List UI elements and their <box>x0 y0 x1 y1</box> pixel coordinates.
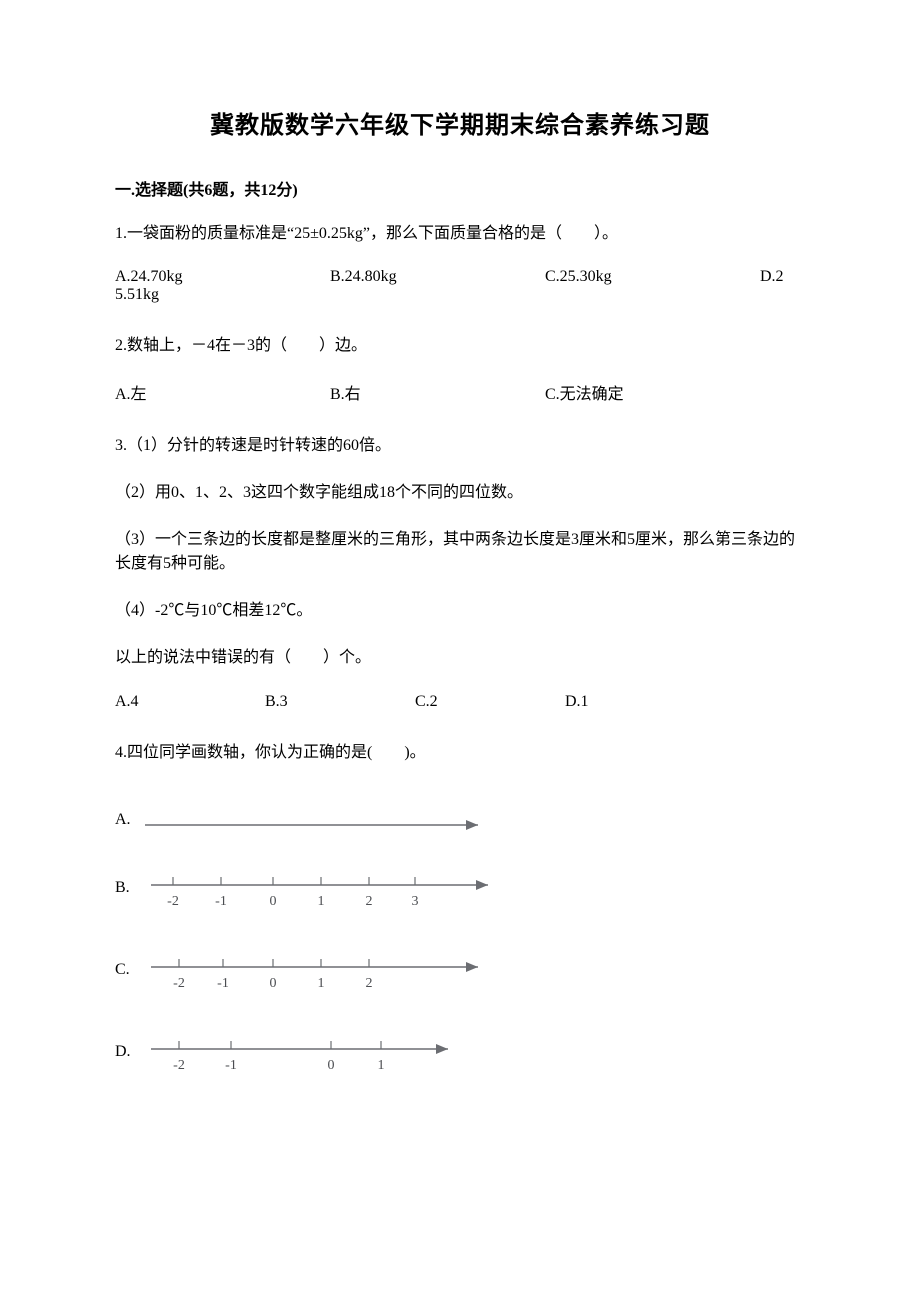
svg-text:1: 1 <box>378 1058 385 1073</box>
q4-d-letter: D. <box>115 1037 143 1061</box>
svg-text:-1: -1 <box>225 1058 237 1073</box>
svg-text:-1: -1 <box>217 976 229 991</box>
svg-text:3: 3 <box>412 894 419 909</box>
q4-text: 4.四位同学画数轴，你认为正确的是( )。 <box>115 741 805 765</box>
section-1-header: 一.选择题(共6题，共12分) <box>115 176 805 200</box>
svg-text:1: 1 <box>318 894 325 909</box>
q3-opt-b: B.3 <box>265 693 415 711</box>
q3-opt-a: A.4 <box>115 693 265 711</box>
q4-a-letter: A. <box>115 805 143 829</box>
q2-text: 2.数轴上，－4在－3的（ ）边。 <box>115 334 805 358</box>
q3-summary: 以上的说法中错误的有（ ）个。 <box>115 646 805 671</box>
q3-s3: （3）一个三条边的长度都是整厘米的三角形，其中两条边长度是3厘米和5厘米，那么第… <box>115 528 805 578</box>
svg-text:-2: -2 <box>173 976 185 991</box>
q2-opt-a: A.左 <box>115 380 330 404</box>
q3-s2: （2）用0、1、2、3这四个数字能组成18个不同的四位数。 <box>115 481 805 506</box>
q2-opt-c: C.无法确定 <box>545 380 760 404</box>
q4-choice-b: B. -2 -1 0 1 2 3 <box>115 873 805 917</box>
svg-text:-2: -2 <box>173 1058 185 1073</box>
q3-s4: （4）-2℃与10℃相差12℃。 <box>115 599 805 624</box>
svg-text:2: 2 <box>366 894 373 909</box>
q3-s1: 3.（1）分针的转速是时针转速的60倍。 <box>115 434 805 459</box>
q3-opt-c: C.2 <box>415 693 565 711</box>
q4-c-letter: C. <box>115 955 143 979</box>
q3-options: A.4 B.3 C.2 D.1 <box>115 693 805 711</box>
page-title: 冀教版数学六年级下学期期末综合素养练习题 <box>115 105 805 140</box>
q2-options: A.左 B.右 C.无法确定 <box>115 380 805 404</box>
q4-choice-c: C. -2 -1 0 1 2 <box>115 955 805 999</box>
q1-opt-c: C.25.30kg <box>545 268 760 286</box>
q1-opt-b: B.24.80kg <box>330 268 545 286</box>
q4-b-letter: B. <box>115 873 143 897</box>
q1-opt-a: A.24.70kg <box>115 268 330 286</box>
q1-opt-d-p2: 5.51kg <box>115 286 805 304</box>
svg-text:0: 0 <box>328 1058 335 1073</box>
q4-a-diagram <box>143 805 493 835</box>
svg-text:-1: -1 <box>215 894 227 909</box>
svg-text:0: 0 <box>270 894 277 909</box>
svg-text:1: 1 <box>318 976 325 991</box>
svg-text:2: 2 <box>366 976 373 991</box>
q4-c-diagram: -2 -1 0 1 2 <box>143 955 493 999</box>
q2-opt-b: B.右 <box>330 380 545 404</box>
svg-text:0: 0 <box>270 976 277 991</box>
q1-opt-d-p1: D.2 <box>760 268 784 286</box>
q1-options: A.24.70kg B.24.80kg C.25.30kg D.2 5.51kg <box>115 268 805 304</box>
q4-b-diagram: -2 -1 0 1 2 3 <box>143 873 503 917</box>
q4-choice-a: A. <box>115 805 805 835</box>
q1-text: 1.一袋面粉的质量标准是“25±0.25kg”，那么下面质量合格的是（ ）。 <box>115 222 805 246</box>
q4-d-diagram: -2 -1 0 1 <box>143 1037 463 1081</box>
svg-text:-2: -2 <box>167 894 179 909</box>
q4-choice-d: D. -2 -1 0 1 <box>115 1037 805 1081</box>
q3-opt-d: D.1 <box>565 693 715 711</box>
